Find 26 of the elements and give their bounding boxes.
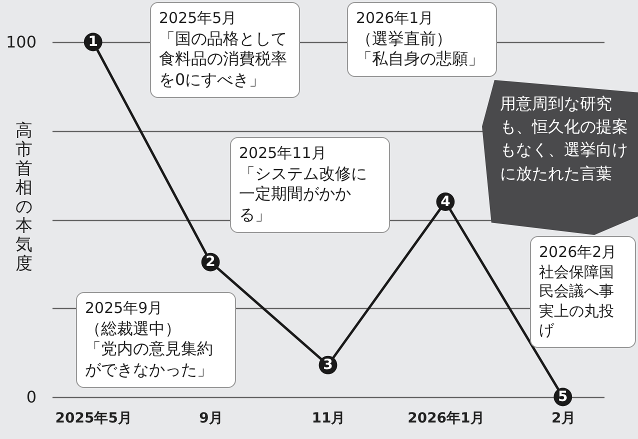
x-tick-label: 11月 [312,410,346,426]
annotation: 1 [88,34,98,50]
annotation: 「党内の意見集約ができなかった」 [85,339,214,381]
annotation: 「国の品格として食料品の消費税率を0にすべき」 [159,28,288,91]
annotation: 2026年2月 [539,243,618,262]
annotation: 2 [206,254,216,270]
annotation: 「私自身の悲願」 [356,49,485,70]
x-tick-label: 2026年1月 [408,410,484,426]
annotation: （選挙直前） [356,28,453,50]
annotation: 2025年11月 [239,144,328,164]
y-tick-label: 100 [6,32,36,52]
annotation: 「システム改修に一定期間がかかる」 [239,164,368,226]
text: 2026年1月 [356,9,435,28]
annotation: 4 [440,194,451,210]
text: 2025年5月 [159,9,238,28]
y-tick-label: 0 [26,388,36,406]
x-tick-label: 9月 [199,410,223,426]
y-axis-title: 高市首相の本気度 [14,121,34,274]
annotation: 5 [558,389,568,405]
x-tick-label: 2025年5月 [55,410,132,426]
annotation: （総裁選中） [85,318,182,340]
annotation: 3 [323,357,333,374]
annotation: 社会保障国民会議へ事実上の丸投げ [539,262,615,340]
annotation: 2025年9月 [85,299,164,318]
x-tick-label: 2月 [552,410,576,426]
annotation: 用意周到な研究も、恒久化の提案もなく、選挙向けに放たれた言葉 [500,93,629,185]
